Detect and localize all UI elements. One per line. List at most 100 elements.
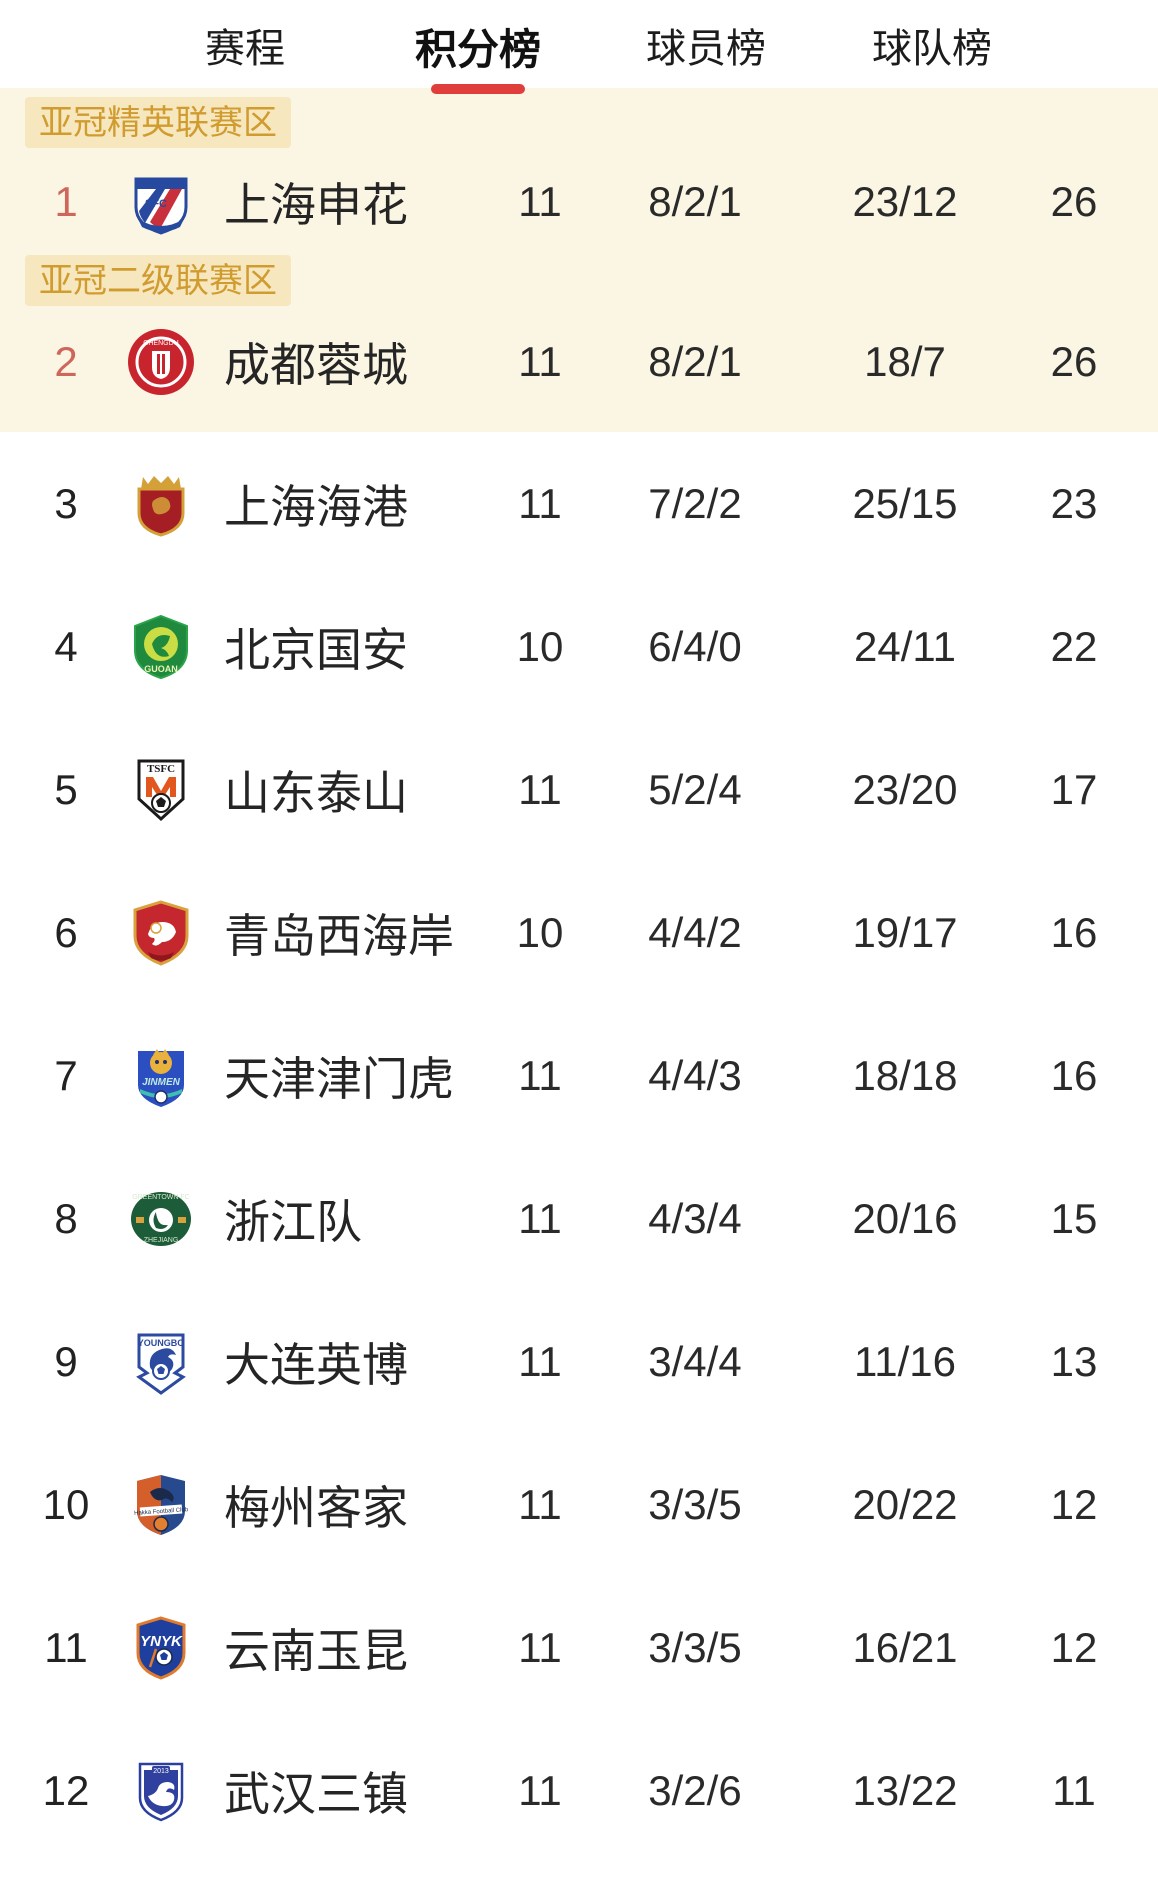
goals-for-against: 23/12 <box>852 177 958 225</box>
rank: 3 <box>54 479 78 527</box>
games-played: 11 <box>518 1051 562 1099</box>
rank: 2 <box>54 338 78 385</box>
svg-text:SFC: SFC <box>145 198 167 210</box>
team-logo-shanghai-shenhua-icon: SFC <box>126 167 196 237</box>
rank: 1 <box>54 177 78 225</box>
team-name: 大连英博 <box>224 1338 408 1391</box>
rank: 12 <box>42 1766 90 1814</box>
svg-text:JINMEN: JINMEN <box>142 1077 181 1088</box>
games-played: 11 <box>518 1766 562 1814</box>
zone-label-acl-elite: 亚冠精英联赛区 <box>25 97 291 148</box>
table-row[interactable]: 12 2013 武汉三镇 11 3/2/6 13/22 11 <box>0 1719 1158 1862</box>
tab-schedule[interactable]: 赛程 <box>205 27 285 71</box>
win-draw-loss: 7/2/2 <box>648 479 742 527</box>
team-logo-meizhou-hakka-icon: Hakka Football Club <box>126 1470 196 1540</box>
rank: 4 <box>54 622 78 670</box>
win-draw-loss: 5/2/4 <box>648 765 742 813</box>
table-row[interactable]: 3 上海海港 11 7/2/2 25/15 23 <box>0 432 1158 575</box>
team-name: 山东泰山 <box>224 766 408 819</box>
team-logo-chengdu-rongcheng-icon: CHENGDU <box>126 327 196 397</box>
win-draw-loss: 3/3/5 <box>648 1480 742 1528</box>
tab-standings[interactable]: 积分榜 <box>414 26 542 73</box>
win-draw-loss: 4/4/2 <box>648 908 742 956</box>
goals-for-against: 18/18 <box>852 1051 958 1099</box>
rank: 10 <box>42 1480 90 1528</box>
team-logo-tianjin-jinmen-tiger-icon: JINMEN <box>126 1041 196 1111</box>
games-played: 10 <box>516 622 564 670</box>
win-draw-loss: 8/2/1 <box>648 338 742 385</box>
points: 26 <box>1050 338 1098 385</box>
svg-text:GREENTOWN FC: GREENTOWN FC <box>132 1194 189 1201</box>
team-name: 天津津门虎 <box>224 1052 454 1105</box>
win-draw-loss: 3/4/4 <box>648 1337 742 1385</box>
points: 15 <box>1050 1194 1098 1242</box>
goals-for-against: 11/16 <box>854 1337 956 1385</box>
team-logo-shandong-taishan-icon: TSFC <box>126 755 196 825</box>
points: 12 <box>1050 1623 1098 1671</box>
goals-for-against: 25/15 <box>852 479 958 527</box>
team-name: 梅州客家 <box>224 1481 408 1534</box>
games-played: 11 <box>518 1194 562 1242</box>
team-logo-shanghai-port-icon <box>126 469 196 539</box>
svg-text:Hakka Football Club: Hakka Football Club <box>134 1507 189 1517</box>
points: 12 <box>1050 1480 1098 1528</box>
points: 16 <box>1050 1051 1098 1099</box>
team-name: 上海申花 <box>224 178 408 231</box>
goals-for-against: 19/17 <box>852 908 958 956</box>
svg-text:CHENGDU: CHENGDU <box>143 340 178 347</box>
active-tab-underline <box>431 84 525 94</box>
table-row[interactable]: 6 青岛西海岸 10 4/4/2 19/17 16 <box>0 861 1158 1004</box>
goals-for-against: 18/7 <box>864 338 946 385</box>
team-name: 浙江队 <box>224 1195 362 1248</box>
rank: 11 <box>44 1623 88 1671</box>
svg-text:YOUNGBO: YOUNGBO <box>138 1338 185 1348</box>
points: 17 <box>1050 765 1098 813</box>
win-draw-loss: 6/4/0 <box>648 622 742 670</box>
table-row[interactable]: 5 TSFC 山东泰山 11 5/2/4 23/20 17 <box>0 718 1158 861</box>
goals-for-against: 23/20 <box>852 765 958 813</box>
team-logo-qingdao-west-coast-icon <box>126 898 196 968</box>
games-played: 11 <box>518 177 562 225</box>
tab-teams[interactable]: 球队榜 <box>872 27 992 71</box>
points: 16 <box>1050 908 1098 956</box>
goals-for-against: 20/16 <box>852 1194 958 1242</box>
table-row[interactable]: 9 YOUNGBO 大连英博 11 3/4/4 11/16 13 <box>0 1290 1158 1433</box>
games-played: 11 <box>518 479 562 527</box>
team-logo-zhejiang-icon: GREENTOWN FC ZHEJIANG <box>126 1184 196 1254</box>
rank: 8 <box>54 1194 78 1242</box>
win-draw-loss: 4/3/4 <box>648 1194 742 1242</box>
table-row[interactable]: 1 SFC 上海申花 11 8/2/1 23/12 26 <box>0 148 1158 255</box>
rank: 6 <box>54 908 78 956</box>
points: 11 <box>1052 1766 1096 1814</box>
table-row[interactable]: 11 YNYK 云南玉昆 11 3/3/5 16/21 12 <box>0 1576 1158 1719</box>
team-logo-yunnan-yukun-icon: YNYK <box>126 1613 196 1683</box>
goals-for-against: 24/11 <box>854 622 956 670</box>
zone-label-acl-two: 亚冠二级联赛区 <box>25 255 291 306</box>
points: 23 <box>1050 479 1098 527</box>
goals-for-against: 20/22 <box>852 1480 958 1528</box>
team-name: 云南玉昆 <box>224 1624 408 1677</box>
svg-text:ZHEJIANG: ZHEJIANG <box>144 1237 179 1244</box>
team-name: 上海海港 <box>224 480 408 533</box>
table-row[interactable]: 8 GREENTOWN FC ZHEJIANG 浙江队 11 4/3/4 20/… <box>0 1147 1158 1290</box>
tab-players[interactable]: 球员榜 <box>646 27 766 71</box>
team-name: 北京国安 <box>224 623 408 676</box>
team-logo-dalian-yingbo-icon: YOUNGBO <box>126 1327 196 1397</box>
win-draw-loss: 8/2/1 <box>648 177 742 225</box>
points: 26 <box>1050 177 1098 225</box>
games-played: 10 <box>516 908 564 956</box>
team-name: 武汉三镇 <box>224 1767 408 1820</box>
team-logo-wuhan-three-towns-icon: 2013 <box>126 1756 196 1826</box>
svg-text:YNYK: YNYK <box>140 1633 183 1650</box>
games-played: 11 <box>518 1480 562 1528</box>
table-row[interactable]: 10 Hakka Football Club 梅州客家 11 3/3/5 20/… <box>0 1433 1158 1576</box>
team-logo-beijing-guoan-icon: GUOAN <box>126 612 196 682</box>
table-row[interactable]: 2 CHENGDU 成都蓉城 11 8/2/1 18/7 26 <box>0 306 1158 418</box>
table-row[interactable]: 4 GUOAN 北京国安 10 6/4/0 24/11 22 <box>0 575 1158 718</box>
games-played: 11 <box>518 765 562 813</box>
rank: 5 <box>54 765 78 813</box>
table-row[interactable]: 7 JINMEN 天津津门虎 11 4/4/3 18/18 16 <box>0 1004 1158 1147</box>
win-draw-loss: 3/3/5 <box>648 1623 742 1671</box>
team-name: 成都蓉城 <box>224 339 408 391</box>
